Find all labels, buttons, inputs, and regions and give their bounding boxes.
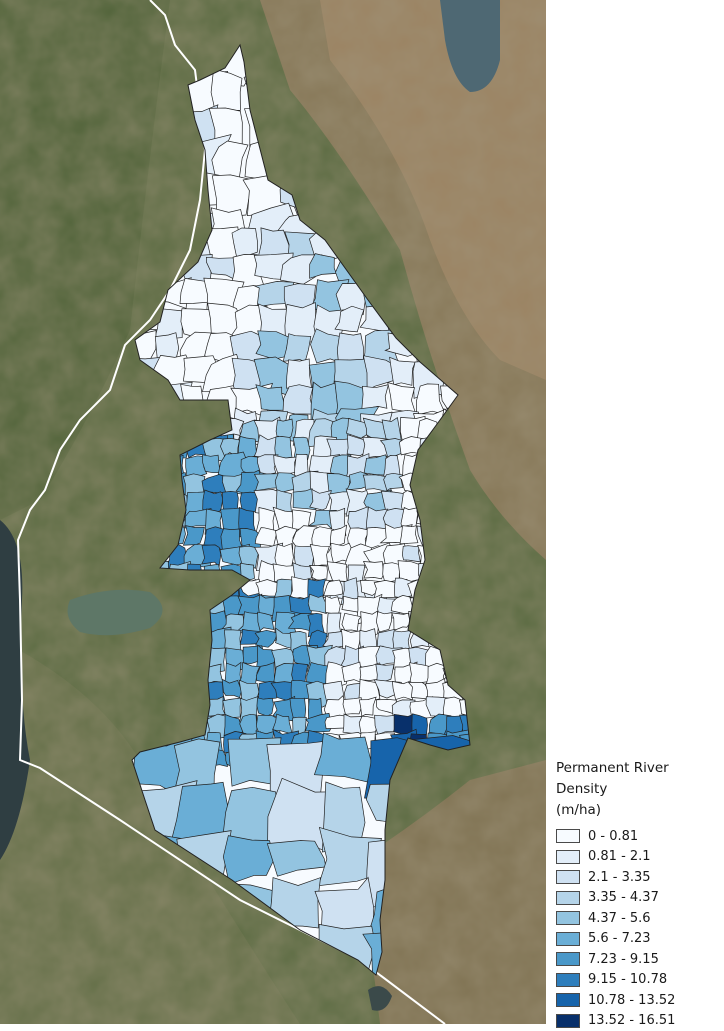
legend-swatch bbox=[556, 1014, 580, 1028]
legend-swatch bbox=[556, 973, 580, 987]
admin-unit[interactable] bbox=[257, 698, 274, 716]
legend-item: 5.6 - 7.23 bbox=[556, 929, 722, 950]
legend-item: 4.37 - 5.6 bbox=[556, 908, 722, 929]
legend-classes: 0 - 0.81 0.81 - 2.1 2.1 - 3.35 3.35 - 4.37 4… bbox=[556, 826, 722, 1031]
legend-item: 0.81 - 2.1 bbox=[556, 847, 722, 868]
legend-label: 5.6 - 7.23 bbox=[588, 931, 651, 946]
admin-unit[interactable] bbox=[203, 455, 222, 473]
legend-swatch bbox=[556, 850, 580, 864]
legend-item: 2.1 - 3.35 bbox=[556, 867, 722, 888]
legend-item: 13.52 - 16.51 bbox=[556, 1011, 722, 1031]
admin-unit[interactable] bbox=[283, 385, 314, 414]
legend-item: 3.35 - 4.37 bbox=[556, 888, 722, 909]
admin-unit[interactable] bbox=[362, 385, 389, 410]
legend-title-units: (m/ha) bbox=[556, 800, 722, 821]
legend-label: 13.52 - 16.51 bbox=[588, 1013, 675, 1028]
admin-unit[interactable] bbox=[400, 526, 418, 544]
legend-item: 9.15 - 10.78 bbox=[556, 970, 722, 991]
map-view[interactable] bbox=[0, 0, 546, 1024]
legend-swatch bbox=[556, 891, 580, 905]
legend-label: 4.37 - 5.6 bbox=[588, 911, 651, 926]
admin-unit[interactable] bbox=[402, 546, 420, 562]
legend-label: 7.23 - 9.15 bbox=[588, 952, 659, 967]
map-canvas[interactable] bbox=[0, 0, 546, 1024]
admin-unit[interactable] bbox=[388, 383, 416, 413]
legend-swatch bbox=[556, 911, 580, 925]
legend-item: 7.23 - 9.15 bbox=[556, 949, 722, 970]
legend-swatch bbox=[556, 932, 580, 946]
admin-unit[interactable] bbox=[384, 473, 403, 490]
legend-swatch bbox=[556, 952, 580, 966]
legend-item: 0 - 0.81 bbox=[556, 826, 722, 847]
legend-item: 10.78 - 13.52 bbox=[556, 990, 722, 1011]
legend-swatch bbox=[556, 829, 580, 843]
admin-unit[interactable] bbox=[343, 698, 362, 715]
admin-unit[interactable] bbox=[325, 596, 340, 614]
legend-label: 0.81 - 2.1 bbox=[588, 849, 651, 864]
legend-label: 0 - 0.81 bbox=[588, 829, 638, 844]
legend-label: 3.35 - 4.37 bbox=[588, 890, 659, 905]
legend-swatch bbox=[556, 993, 580, 1007]
admin-unit[interactable] bbox=[274, 455, 297, 474]
legend-swatch bbox=[556, 870, 580, 884]
admin-unit[interactable] bbox=[232, 228, 258, 258]
legend-label: 2.1 - 3.35 bbox=[588, 870, 651, 885]
legend-label: 9.15 - 10.78 bbox=[588, 972, 667, 987]
legend-label: 10.78 - 13.52 bbox=[588, 993, 675, 1008]
legend-title: Permanent River Density bbox=[556, 758, 722, 800]
